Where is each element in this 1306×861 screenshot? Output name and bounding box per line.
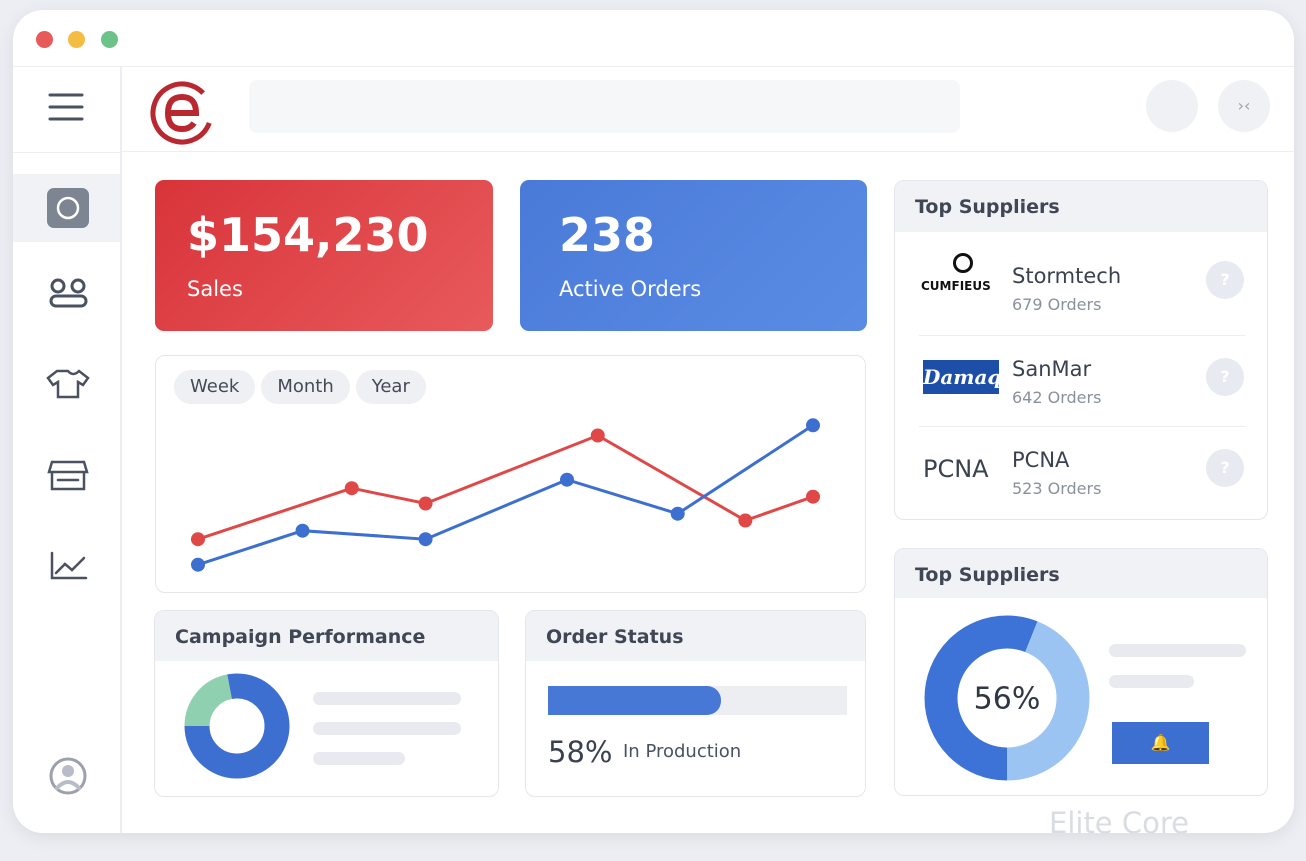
sidebar-divider — [13, 152, 120, 153]
logo-e — [164, 93, 200, 133]
logo-ring — [150, 81, 214, 145]
collapse-button[interactable]: ›‹ — [1218, 80, 1270, 132]
divider — [13, 66, 1294, 67]
help-button[interactable]: ? — [1206, 261, 1244, 299]
sales-label: Sales — [187, 277, 243, 301]
chart-card: Week Month Year — [155, 355, 866, 593]
orders-card: 238 Active Orders — [520, 180, 867, 331]
users-icon[interactable] — [50, 278, 66, 294]
dot-red — [36, 31, 53, 48]
supplier-name: PCNA — [1012, 448, 1070, 472]
progress-track — [548, 686, 847, 715]
header-border — [122, 151, 1294, 152]
sales-card: $154,230 Sales — [155, 180, 493, 331]
order-status-card: Order Status 58% In Production — [525, 610, 866, 797]
card-title: Top Suppliers — [895, 181, 1267, 232]
tab[interactable]: Year — [355, 370, 426, 404]
tab[interactable]: Week — [174, 370, 256, 404]
supplier-name: SanMar — [1012, 357, 1092, 381]
dot-green — [101, 31, 118, 48]
supplier-orders: 642 Orders — [1012, 388, 1102, 407]
avatar-button[interactable] — [1146, 80, 1198, 132]
placeholder — [313, 692, 461, 705]
supplier-orders: 679 Orders — [1012, 295, 1102, 314]
sales-value: $154,230 — [187, 208, 429, 262]
supplier-logo: Damaq — [923, 360, 1001, 394]
supplier-name: Stormtech — [1012, 264, 1122, 288]
store-icon[interactable] — [47, 460, 89, 491]
dot-yellow — [68, 31, 85, 48]
suppliers-card: Top Suppliers CUMFIEUS Stormtech 679 Ord… — [894, 180, 1268, 520]
progress-fill — [548, 686, 722, 715]
placeholder — [313, 752, 405, 765]
divider — [919, 335, 1246, 336]
card-title: Top Suppliers — [895, 549, 1267, 598]
search-bar[interactable] — [249, 80, 960, 133]
campaign-card: Campaign Performance — [154, 610, 499, 797]
tab[interactable]: Month — [261, 370, 350, 404]
supplier-logo: PCNA — [923, 455, 989, 483]
card-title: Campaign Performance — [155, 611, 498, 661]
analytics-icon[interactable] — [50, 551, 88, 580]
supplier-logo: CUMFIEUS — [921, 279, 991, 293]
suppliers-chart-card: Top Suppliers 🔔 — [894, 548, 1268, 796]
help-button[interactable]: ? — [1206, 358, 1244, 396]
brand-watermark: Elite Core — [1049, 806, 1189, 840]
placeholder — [313, 722, 461, 735]
shirt-icon[interactable] — [46, 369, 90, 399]
placeholder — [1109, 644, 1246, 657]
logo-mark — [953, 253, 973, 273]
orders-value: 238 — [559, 208, 656, 262]
card-title: Order Status — [526, 611, 865, 661]
sidebar-border — [120, 66, 122, 833]
dashboard-icon[interactable] — [47, 188, 89, 228]
profile-icon[interactable] — [49, 757, 87, 795]
status-label: In Production — [623, 741, 742, 762]
menu-icon[interactable] — [48, 93, 84, 121]
orders-label: Active Orders — [559, 277, 702, 301]
tabs: Week Month Year — [174, 370, 432, 404]
placeholder — [1109, 675, 1194, 688]
supplier-orders: 523 Orders — [1012, 479, 1102, 498]
help-button[interactable]: ? — [1206, 449, 1244, 487]
divider — [919, 426, 1246, 427]
alert-button[interactable]: 🔔 — [1112, 722, 1209, 764]
progress-label: 58% — [548, 735, 613, 769]
